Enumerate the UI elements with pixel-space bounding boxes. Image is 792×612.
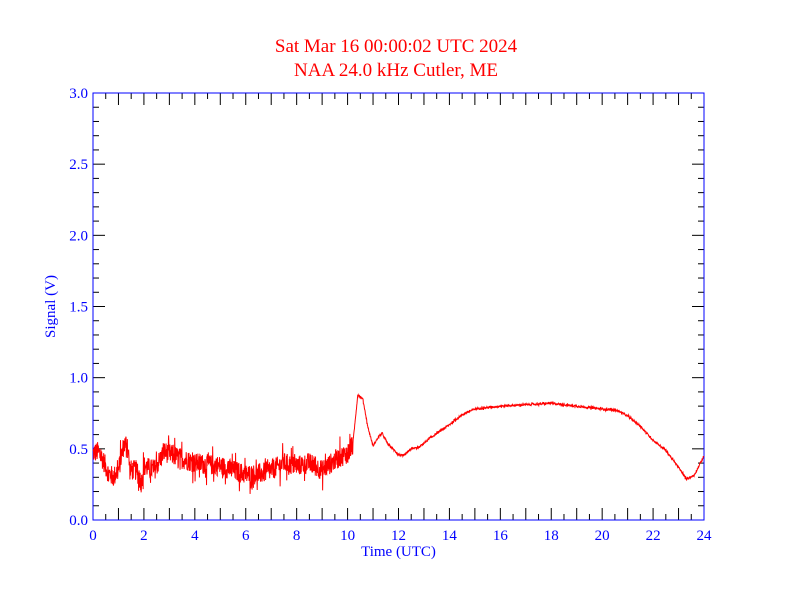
x-tick-label: 2 [140,528,148,544]
x-tick-label: 6 [242,528,250,544]
y-tick-label: 2.0 [69,228,88,244]
x-tick-label: 20 [595,528,610,544]
y-tick-label: 1.0 [69,371,88,387]
y-axis-label: Signal (V) [43,275,59,338]
y-tick-label: 0.5 [69,442,88,458]
chart-title: Sat Mar 16 00:00:02 UTC 2024 [274,36,518,57]
x-tick-label: 24 [697,528,713,544]
chart-subtitle: NAA 24.0 kHz Cutler, ME [294,60,498,81]
signal-line [92,393,705,494]
x-tick-label: 18 [544,528,559,544]
x-tick-label: 12 [391,528,406,544]
x-tick-label: 0 [89,528,97,544]
y-tick-label: 0.0 [69,513,88,529]
y-tick-label: 1.5 [69,300,88,316]
x-tick-label: 14 [442,528,458,544]
x-tick-label: 22 [646,528,661,544]
y-tick-label: 2.5 [69,157,88,173]
x-tick-label: 8 [293,528,301,544]
plot-frame [92,92,705,521]
x-axis-label: Time (UTC) [361,544,436,560]
x-tick-label: 10 [340,528,355,544]
y-tick-label: 3.0 [69,86,88,102]
x-tick-label: 16 [493,528,509,544]
x-tick-label: 4 [191,528,199,544]
